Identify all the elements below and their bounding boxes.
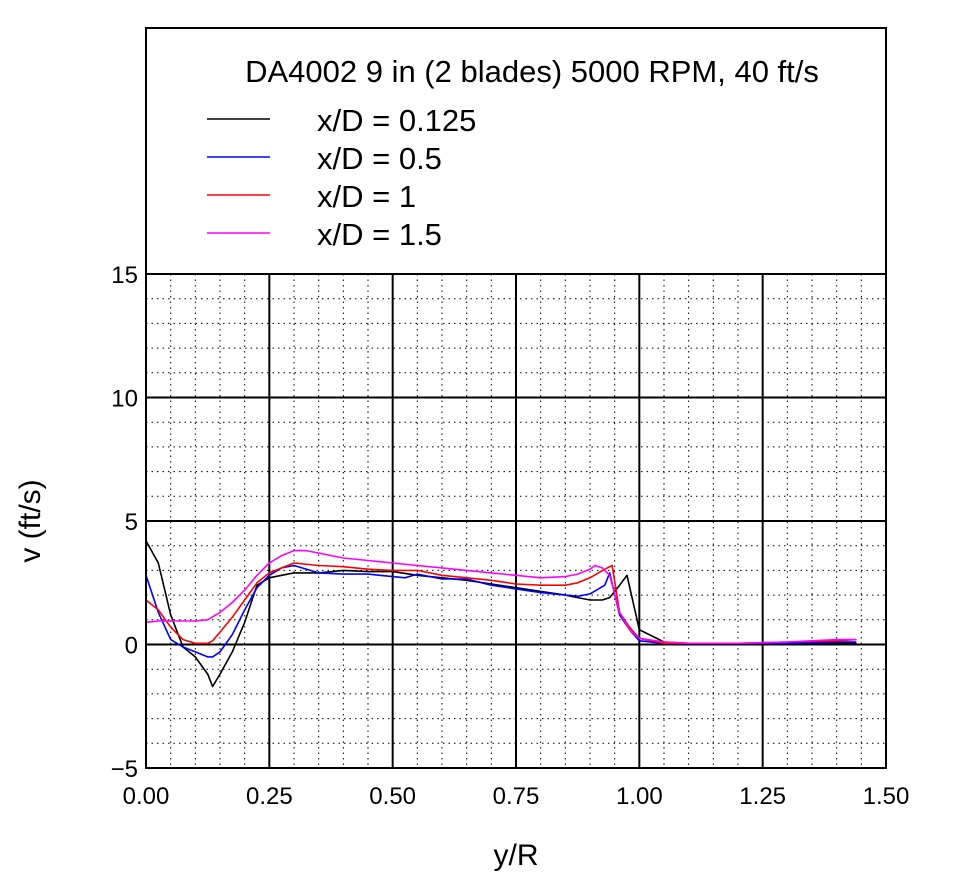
series-line [145,549,857,645]
y-tick-label: −5 [111,756,138,783]
x-tick-label: 1.50 [863,783,910,810]
chart-title: DA4002 9 in (2 blades) 5000 RPM, 40 ft/s [245,54,819,89]
x-tick-label: 0.50 [369,783,416,810]
legend-label: x/D = 1.5 [317,217,442,252]
x-tick-label: 0.00 [123,783,170,810]
legend-label: x/D = 0.5 [317,141,442,176]
x-tick-label: 1.25 [739,783,786,810]
legend-label: x/D = 1 [317,179,416,214]
x-tick-label: 0.75 [493,783,540,810]
series-line [145,564,857,658]
y-axis-label: v (ft/s) [14,479,47,562]
x-tick-label: 1.00 [616,783,663,810]
x-tick-labels: 0.00 0.25 0.50 0.75 1.00 1.25 1.50 [123,783,910,810]
x-tick-label: 0.25 [246,783,293,810]
legend-label: x/D = 0.125 [317,103,476,138]
y-tick-labels: −5 0 5 10 15 [111,262,138,783]
y-tick-label: 10 [111,386,138,413]
major-grid [146,274,886,768]
x-axis-label: y/R [494,839,539,872]
y-tick-label: 15 [111,262,138,289]
y-tick-label: 5 [125,509,138,536]
series-group [145,540,857,688]
plot-frame [145,273,887,769]
y-tick-label: 0 [125,633,138,660]
